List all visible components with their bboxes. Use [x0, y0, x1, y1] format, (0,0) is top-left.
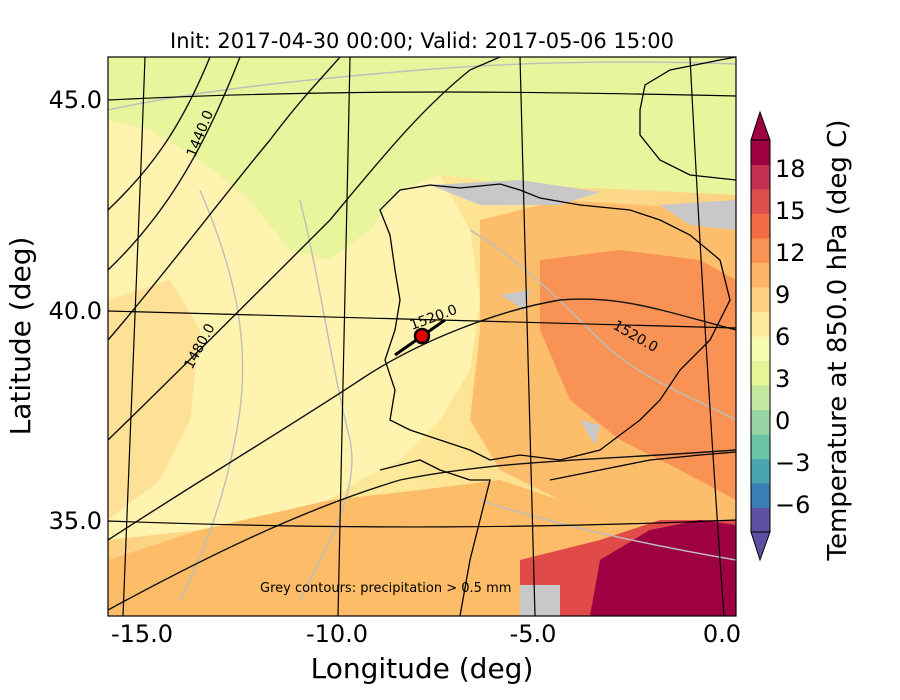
colorbar-cell [751, 409, 770, 435]
hot-temperature-region [540, 250, 736, 500]
colorbar-ticks: 18 15 12 9 6 3 0 −3 −6 [775, 155, 810, 519]
x-tick-label: -15.0 [111, 620, 173, 648]
colorbar-tick-label: 0 [775, 407, 790, 435]
colorbar-label: Temperature at 850.0 hPa (deg C) [823, 120, 853, 562]
colorbar-cell [751, 336, 770, 361]
southeast-hottest-region [590, 520, 736, 616]
colorbar-cell [751, 311, 770, 337]
colorbar-cell [751, 360, 770, 386]
colorbar: 18 15 12 9 6 3 0 −3 −6 Temperature at 850.0 hPa … [750, 110, 853, 562]
location-marker [394, 318, 446, 357]
x-tick-label: 0.0 [703, 620, 741, 648]
colorbar-cell [751, 238, 770, 263]
coastlines [379, 57, 736, 616]
map-frame [107, 56, 737, 617]
colorbar-cell [751, 385, 770, 410]
x-axis-label: Longitude (deg) [311, 652, 534, 685]
colorbar-tick-label: 18 [775, 155, 806, 183]
colorbar-tick-label: −3 [775, 449, 810, 477]
y-tick-label: 40.0 [49, 297, 102, 325]
colorbar-cell [751, 458, 770, 484]
colorbar-cell [751, 434, 770, 459]
colorbar-cell [751, 213, 770, 239]
colorbar-tick-label: 6 [775, 323, 790, 351]
y-tick-label: 35.0 [49, 507, 102, 535]
colorbar-tick-label: 3 [775, 365, 790, 393]
colorbar-cell [751, 262, 770, 288]
geopotential-contours [108, 57, 736, 611]
light-contours [108, 61, 736, 601]
colorbar-cell [751, 164, 770, 190]
colorbar-tick-label: −6 [775, 491, 810, 519]
graticule [108, 57, 736, 616]
colorbar-tick-label: 15 [775, 197, 806, 225]
x-axis: -15.0 -10.0 -5.0 0.0 Longitude (deg) [111, 620, 741, 685]
map-area: 1440.0 1480.0 1520.0 1520.0 Grey contour… [108, 57, 736, 616]
colorbar-cell [751, 507, 770, 533]
colorbar-cell [751, 189, 770, 214]
x-tick-label: -10.0 [306, 620, 368, 648]
precipitation-annotation: Grey contours: precipitation > 0.5 mm [260, 581, 511, 596]
warm-temperature-region-west [108, 280, 200, 520]
colorbar-cell [751, 140, 770, 165]
cool-temperature-region [108, 57, 736, 260]
colorbar-cells [751, 140, 770, 533]
y-tick-label: 45.0 [49, 86, 102, 114]
colorbar-frame [750, 139, 771, 533]
colorbar-tick-label: 9 [775, 281, 790, 309]
colorbar-top-arrow [750, 110, 771, 141]
y-axis-label: Latitude (deg) [4, 237, 37, 436]
colorbar-bottom-arrow [750, 531, 771, 562]
x-tick-label: -5.0 [510, 620, 557, 648]
colorbar-tick-label: 12 [775, 239, 806, 267]
colorbar-cell [751, 287, 770, 312]
plot-title: Init: 2017-04-30 00:00; Valid: 2017-05-0… [170, 29, 674, 53]
y-axis: 45.0 40.0 35.0 Latitude (deg) [4, 86, 102, 535]
colorbar-cell [751, 483, 770, 508]
